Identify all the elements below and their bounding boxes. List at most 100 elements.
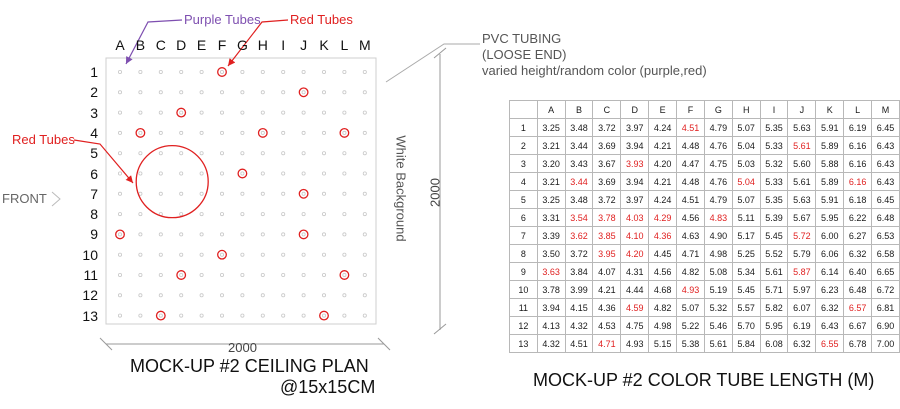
grid-dot xyxy=(362,252,367,257)
table-cell: 4.56 xyxy=(676,208,705,227)
column-label: D xyxy=(176,37,187,53)
grid-dot xyxy=(199,252,204,257)
table-row: 1 3.25 3.48 3.72 3.97 4.24 4.51 4.79 5.07 5.35 5.6… xyxy=(509,118,900,137)
table-cell: 6.57 xyxy=(843,298,873,317)
table-cell: 3.48 xyxy=(564,118,594,137)
table-column-header: I xyxy=(759,100,789,119)
grid-dot xyxy=(199,191,204,196)
table-cell: 6.43 xyxy=(871,172,900,191)
grid-dot xyxy=(362,110,367,115)
grid-dot xyxy=(321,313,326,318)
row-label: 7 xyxy=(90,185,98,202)
grid-dot xyxy=(260,110,265,115)
table-row: 5 3.25 3.48 3.72 3.97 4.24 4.51 4.79 5.07 5.35 5.6… xyxy=(509,190,900,209)
grid-dot xyxy=(179,90,184,95)
table-cell: 3.93 xyxy=(620,154,650,173)
grid-dot xyxy=(342,130,347,135)
column-label: L xyxy=(340,37,349,53)
grid-dot xyxy=(199,232,204,237)
grid-dot xyxy=(342,171,347,176)
table-row-number: 1 xyxy=(509,118,538,137)
grid-dot xyxy=(138,90,143,95)
grid-dot xyxy=(138,212,143,217)
table-row-number: 6 xyxy=(509,208,538,227)
grid-dot xyxy=(179,252,184,257)
table-cell: 4.13 xyxy=(536,316,566,335)
red-tube-marker xyxy=(319,310,329,321)
table-cell: 4.53 xyxy=(592,316,622,335)
front-chevron xyxy=(51,191,61,207)
column-label: H xyxy=(257,37,268,53)
grid-dot xyxy=(219,110,224,115)
grid-dot xyxy=(301,272,306,277)
table-cell: 5.39 xyxy=(759,208,789,227)
table-cell: 4.56 xyxy=(648,262,678,281)
table-cell: 4.24 xyxy=(648,190,678,209)
row-label: 2 xyxy=(90,84,98,101)
table-cell: 5.07 xyxy=(731,118,761,137)
table-cell: 4.31 xyxy=(620,262,650,281)
column-label: J xyxy=(300,37,308,53)
grid-dot xyxy=(118,252,123,257)
grid-dot xyxy=(219,313,224,318)
table-cell: 3.25 xyxy=(536,190,566,209)
table-cell: 5.89 xyxy=(815,136,845,155)
table-cell: 6.43 xyxy=(815,316,845,335)
table-row-number: 11 xyxy=(509,298,538,317)
table-row: 4 3.21 3.44 3.69 3.94 4.21 4.48 4.76 5.04 5.33 5.6… xyxy=(509,172,900,191)
grid-dot xyxy=(240,151,245,156)
table-cell: 6.19 xyxy=(843,118,873,137)
grid-dot xyxy=(260,293,265,298)
grid-dot xyxy=(219,151,224,156)
table-cell: 3.21 xyxy=(536,172,566,191)
grid-dot xyxy=(138,70,143,75)
table-cell: 6.00 xyxy=(815,226,845,245)
table-cell: 4.20 xyxy=(648,154,678,173)
grid-dot xyxy=(179,191,184,196)
red-tube-marker xyxy=(135,127,146,138)
grid-dot xyxy=(219,191,224,196)
ceiling-plan-title: MOCK-UP #2 CEILING PLAN @15x15CM xyxy=(130,356,375,398)
tube-length-title: MOCK-UP #2 COLOR TUBE LENGTH (M) xyxy=(533,370,875,390)
grid-dot xyxy=(301,252,306,257)
purple-tubes-callout: Purple Tubes xyxy=(184,12,261,27)
table-cell: 5.79 xyxy=(787,244,817,263)
table-cell: 5.67 xyxy=(787,208,817,227)
dimension-tick xyxy=(99,337,113,351)
table-cell: 6.07 xyxy=(787,298,817,317)
table-cell: 5.45 xyxy=(731,280,761,299)
table-cell: 3.69 xyxy=(592,172,622,191)
pvc-note-line-3: varied height/random color (purple,red) xyxy=(482,63,707,78)
table-cell: 5.52 xyxy=(759,244,789,263)
pvc-note-line-1: PVC TUBING xyxy=(482,31,562,46)
grid-dot xyxy=(321,90,326,95)
table-cell: 5.11 xyxy=(731,208,761,227)
table-cell: 3.44 xyxy=(564,172,594,191)
grid-dot xyxy=(118,212,123,217)
grid-dot xyxy=(321,151,326,156)
grid-dot xyxy=(158,110,163,115)
table-cell: 3.54 xyxy=(564,208,594,227)
grid-dot xyxy=(118,272,123,277)
grid-dot xyxy=(301,90,306,95)
grid-dot xyxy=(118,313,123,318)
table-cell: 5.95 xyxy=(759,316,789,335)
grid-dot xyxy=(158,191,163,196)
red-callout-arrow-left xyxy=(73,139,134,184)
grid-dot xyxy=(138,252,143,257)
grid-dot xyxy=(321,171,326,176)
table-cell: 5.04 xyxy=(731,172,761,191)
table-cell: 5.25 xyxy=(731,244,761,263)
grid-dot xyxy=(219,130,224,135)
grid-dot xyxy=(301,70,306,75)
table-cell: 3.31 xyxy=(536,208,566,227)
table-row: 7 3.39 3.62 3.85 4.10 4.36 4.63 4.90 5.17 5.45 5.7… xyxy=(509,226,900,245)
table-cell: 3.63 xyxy=(536,262,566,281)
table-cell: 4.98 xyxy=(703,244,733,263)
table-cell: 4.90 xyxy=(703,226,733,245)
table-cell: 4.36 xyxy=(592,298,622,317)
table-cell: 5.03 xyxy=(731,154,761,173)
table-cell: 3.67 xyxy=(592,154,622,173)
grid-dot xyxy=(260,313,265,318)
grid-dot xyxy=(219,212,224,217)
